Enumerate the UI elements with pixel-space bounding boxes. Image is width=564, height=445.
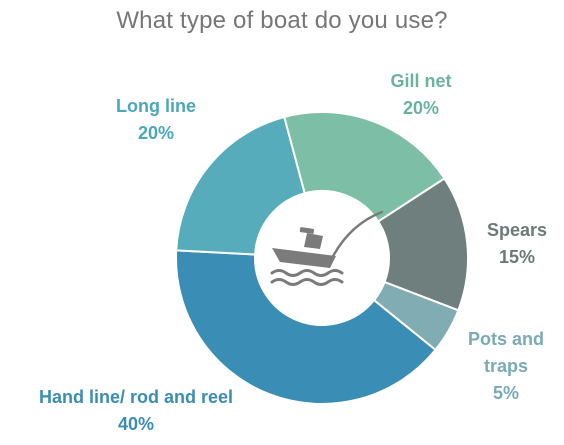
fishing-boat-icon: [270, 210, 384, 286]
slice-label: Pots and traps 5%: [468, 329, 544, 403]
slice-value-label: 20%: [403, 98, 439, 118]
slice-category-label: traps: [484, 356, 528, 376]
slice-label: Spears 15%: [487, 220, 547, 267]
slice-value-label: 15%: [499, 247, 535, 267]
slice-category-label: Pots and: [468, 329, 544, 349]
slice-category-label: Spears: [487, 220, 547, 240]
chart-title: What type of boat do you use?: [116, 7, 448, 34]
slice-category-label: Hand line/ rod and reel: [39, 387, 233, 407]
slice-category-label: Gill net: [390, 71, 451, 91]
slice-label: Long line 20%: [116, 96, 196, 143]
slice-value-label: 5%: [493, 383, 519, 403]
slice-label: Gill net 20%: [390, 71, 451, 118]
slice-category-label: Long line: [116, 96, 196, 116]
slice-label: Hand line/ rod and reel 40%: [39, 387, 233, 434]
slice-labels: Gill net 20% Spears 15% Pots and traps 5% Hand …: [39, 71, 547, 434]
slice-value-label: 40%: [118, 414, 154, 434]
slice-value-label: 20%: [138, 123, 174, 143]
